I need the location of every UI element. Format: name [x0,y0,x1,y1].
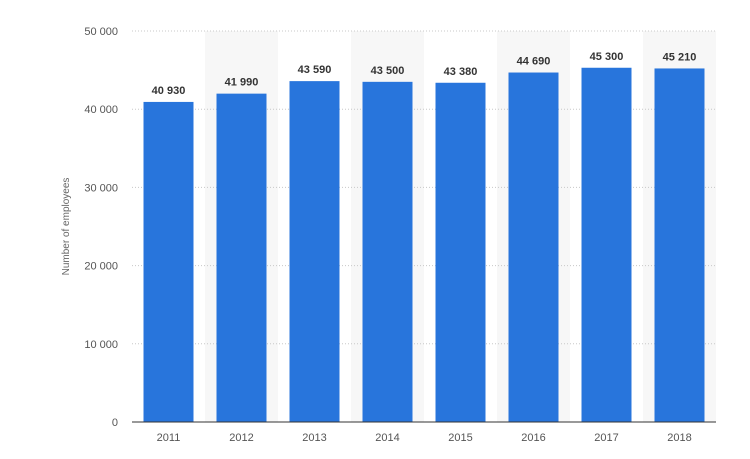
x-axis-ticks: 2011 2012 2013 2014 2015 2016 2017 2018 [157,432,692,444]
bars [143,67,705,423]
bar-2014[interactable] [362,81,413,422]
bar-2017[interactable] [581,67,632,422]
x-tick-label: 2015 [448,432,472,444]
x-tick-label: 2016 [521,432,545,444]
data-label-2011: 40 930 [152,85,186,97]
y-axis-label: Number of employees [61,178,72,276]
x-tick-label: 2012 [229,432,253,444]
data-label-2017: 45 300 [590,51,624,63]
bar-2015[interactable] [435,82,486,422]
x-tick-label: 2011 [157,432,181,444]
data-label-2016: 44 690 [517,56,551,68]
bar-2018[interactable] [654,68,705,423]
y-tick-label: 40 000 [84,104,118,116]
y-axis-ticks: 0 10 000 20 000 30 000 40 000 50 000 [84,26,118,429]
bar-2012[interactable] [216,93,267,423]
data-label-2015: 43 380 [444,66,478,78]
bar-2011[interactable] [143,101,194,422]
y-tick-label: 30 000 [84,182,118,194]
x-tick-label: 2013 [302,432,326,444]
data-labels: 40 930 41 990 43 590 43 500 43 380 44 690 45 3… [152,51,697,97]
x-tick-label: 2017 [594,432,618,444]
y-tick-label: 20 000 [84,261,118,273]
data-label-2014: 43 500 [371,65,405,77]
y-tick-label: 50 000 [84,26,118,38]
bar-2016[interactable] [508,72,559,422]
x-tick-label: 2018 [667,432,691,444]
data-label-2013: 43 590 [298,64,332,76]
x-tick-label: 2014 [375,432,399,444]
y-tick-label: 10 000 [84,339,118,351]
y-tick-label: 0 [112,417,118,429]
bar-2013[interactable] [289,81,340,423]
data-label-2018: 45 210 [663,51,697,63]
data-label-2012: 41 990 [225,77,259,89]
